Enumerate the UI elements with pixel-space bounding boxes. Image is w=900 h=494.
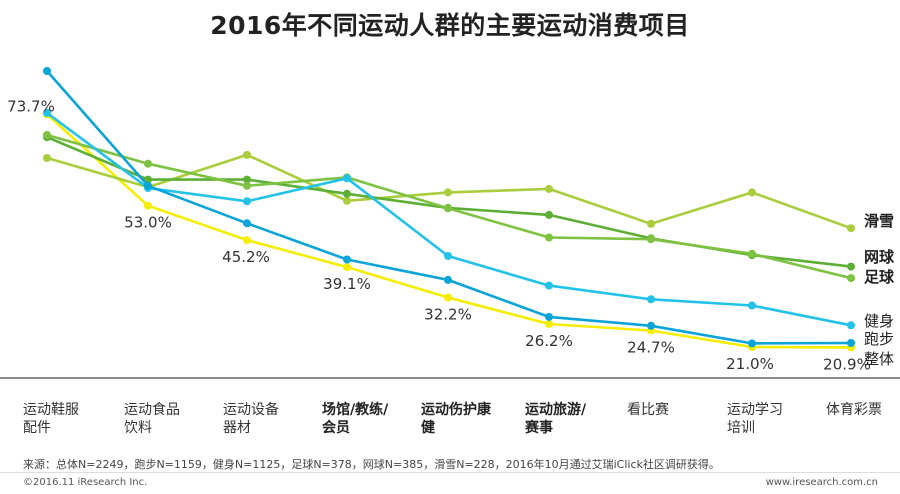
data-point-足球-4	[444, 204, 452, 213]
data-point-健身-3	[343, 174, 351, 183]
data-point-健身-4	[444, 252, 452, 260]
data-label-4: 32.2%	[424, 306, 472, 324]
data-point-网球-3	[343, 189, 351, 198]
data-point-网球-8	[847, 262, 855, 271]
data-label-5: 26.2%	[525, 332, 573, 350]
data-label-3: 39.1%	[323, 275, 371, 293]
data-point-整体-3	[343, 263, 351, 272]
data-point-足球-2	[243, 181, 251, 190]
data-point-整体-1	[144, 201, 152, 210]
data-point-滑雪-7	[748, 188, 756, 197]
category-label-8: 体育彩票	[826, 402, 882, 418]
data-point-跑步-5	[545, 312, 553, 321]
legend-label-网球: 网球	[864, 248, 895, 266]
data-label-6: 24.7%	[627, 339, 675, 357]
footer-divider	[0, 472, 900, 473]
data-point-足球-1	[144, 159, 152, 168]
data-point-网球-5	[545, 210, 553, 219]
x-axis-line	[0, 377, 900, 379]
data-point-跑步-4	[444, 275, 452, 284]
data-point-足球-5	[545, 233, 553, 242]
data-point-健身-6	[647, 295, 655, 304]
data-point-跑步-6	[647, 321, 655, 330]
data-label-7: 21.0%	[726, 355, 774, 373]
data-point-跑步-2	[243, 219, 251, 228]
category-label-2: 运动设备 器材	[223, 402, 279, 436]
data-point-跑步-8	[847, 339, 855, 347]
data-point-滑雪-5	[545, 184, 553, 193]
data-point-网球-2	[243, 175, 251, 184]
data-point-健身-5	[545, 281, 553, 290]
data-point-整体-5	[545, 320, 553, 328]
data-point-健身-2	[243, 197, 251, 206]
source-note: 来源：总体N=2249，跑步N=1159，健身N=1125，足球N=378，网球…	[23, 458, 720, 471]
data-point-滑雪-2	[243, 150, 251, 159]
legend-label-足球: 足球	[864, 268, 895, 286]
series-line-网球	[46, 136, 852, 268]
data-point-足球-0	[43, 131, 51, 139]
data-label-8: 20.9%	[823, 355, 871, 373]
data-point-跑步-7	[748, 339, 756, 348]
legend-label-整体: 整体	[864, 350, 894, 368]
copyright: ©2016.11 iResearch Inc.	[23, 477, 148, 488]
data-point-健身-7	[748, 301, 756, 310]
data-point-整体-4	[444, 293, 452, 302]
category-label-0: 运动鞋服 配件	[23, 402, 79, 436]
category-label-3: 场馆/教练/ 会员	[322, 402, 389, 436]
legend-label-滑雪: 滑雪	[864, 212, 894, 230]
legend-label-健身: 健身	[864, 312, 894, 330]
data-point-滑雪-0	[43, 154, 51, 162]
category-label-1: 运动食品 饮料	[124, 402, 180, 436]
data-point-健身-8	[847, 321, 855, 330]
data-point-滑雪-8	[847, 224, 855, 233]
category-label-4: 运动伤护康 健	[421, 402, 491, 436]
data-point-整体-2	[243, 236, 251, 245]
category-label-7: 运动学习 培训	[727, 402, 783, 436]
data-point-跑步-0	[43, 67, 51, 75]
data-point-跑步-3	[343, 255, 351, 264]
website-url: www.iresearch.com.cn	[765, 477, 878, 488]
data-label-2: 45.2%	[222, 248, 270, 266]
data-point-足球-8	[847, 274, 855, 283]
data-point-滑雪-4	[444, 188, 452, 197]
data-point-滑雪-6	[647, 219, 655, 228]
category-label-5: 运动旅游/ 赛事	[525, 402, 587, 436]
data-point-健身-0	[43, 108, 51, 117]
data-point-足球-6	[647, 235, 655, 244]
data-point-跑步-1	[144, 181, 152, 190]
data-label-1: 53.0%	[124, 214, 172, 232]
data-label-0: 73.7%	[7, 97, 55, 115]
data-point-滑雪-3	[343, 196, 351, 205]
category-label-6: 看比赛	[627, 402, 669, 418]
legend-label-跑步: 跑步	[864, 330, 894, 348]
data-point-足球-7	[748, 249, 756, 258]
chart-title: 2016年不同运动人群的主要运动消费项目	[210, 11, 690, 40]
